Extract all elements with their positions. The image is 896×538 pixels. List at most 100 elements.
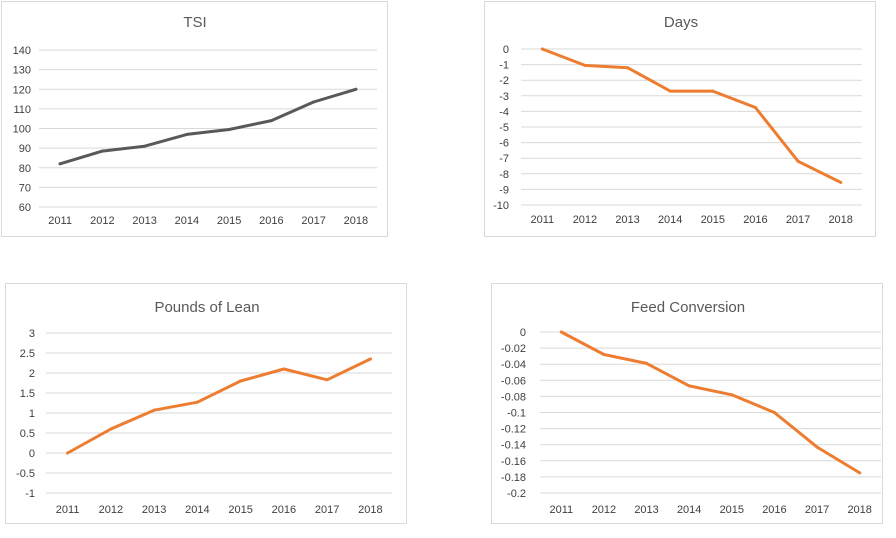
y-tick-label: 60 (19, 202, 31, 214)
x-tick-label: 2012 (592, 504, 616, 516)
y-tick-label: -1 (499, 60, 509, 72)
chart-panel-feed-conversion: Feed Conversion 0 -0.02 -0.04 -0.06 -0.08 -0.… (491, 283, 883, 524)
data-point (668, 89, 672, 93)
x-tick-label: 2014 (185, 504, 209, 516)
x-tick-label: 2016 (259, 215, 283, 227)
data-point (185, 132, 189, 136)
y-tick-label: -0.12 (501, 424, 526, 436)
y-tick-label: 0 (520, 327, 526, 339)
data-point (687, 384, 691, 388)
x-tick-label: 2016 (762, 504, 786, 516)
y-tick-label: 1.5 (20, 388, 35, 400)
x-tick-label: 2011 (530, 214, 554, 226)
data-point (815, 445, 819, 449)
x-tick-label: 2011 (56, 504, 80, 516)
data-point (58, 162, 62, 166)
y-tick-label: -5 (499, 122, 509, 134)
y-tick-label: -10 (493, 200, 509, 212)
y-tick-label: -0.04 (501, 359, 526, 371)
y-tick-label: -0.5 (16, 468, 35, 480)
data-point (540, 47, 544, 51)
data-point (282, 367, 286, 371)
series-line (66, 357, 372, 455)
y-tick-label: -0.08 (501, 391, 526, 403)
data-point (839, 180, 843, 184)
x-tick-label: 2013 (142, 504, 166, 516)
data-point (100, 149, 104, 153)
pounds-of-lean-chart-svg: Pounds of Lean 3 2.5 2 1.5 1 0.5 0 -0.5 -1 2011 20… (16, 299, 392, 516)
y-tick-label: 140 (13, 45, 31, 57)
y-tick-label: 2.5 (20, 348, 35, 360)
x-tick-label: 2011 (549, 504, 573, 516)
x-tick-label: 2014 (677, 504, 701, 516)
data-point (239, 379, 243, 383)
y-tick-label: 0.5 (20, 428, 35, 440)
x-tick-label: 2017 (315, 504, 339, 516)
x-tick-label: 2013 (615, 214, 639, 226)
x-tick-label: 2015 (720, 504, 744, 516)
y-tick-label: -8 (499, 169, 509, 181)
data-point (583, 63, 587, 67)
data-point (227, 128, 231, 131)
y-tick-label: -0.14 (501, 440, 526, 452)
y-tick-label: -0.16 (501, 456, 526, 468)
x-tick-label: 2017 (301, 215, 325, 227)
y-tick-label: 0 (29, 448, 35, 460)
data-point (858, 471, 862, 475)
x-tick-label: 2012 (90, 215, 114, 227)
y-tick-label: -9 (499, 184, 509, 196)
y-tick-label: 3 (29, 328, 35, 340)
feed-conversion-chart-svg: Feed Conversion 0 -0.02 -0.04 -0.06 -0.08 -0.… (501, 299, 881, 516)
tsi-chart-svg: TSI 60 70 80 90 100 110 120 130 140 2011 2012 2013 2… (13, 14, 377, 227)
data-point (645, 361, 649, 365)
data-point (368, 357, 372, 361)
data-point (66, 451, 70, 455)
x-tick-label: 2013 (132, 215, 156, 227)
data-point (559, 330, 563, 334)
chart-title: Days (664, 14, 698, 31)
y-tick-label: 0 (503, 44, 509, 56)
data-point (109, 427, 113, 431)
y-tick-label: -1 (25, 488, 35, 500)
data-point (354, 87, 358, 91)
data-point (626, 66, 630, 70)
chart-panel-tsi: TSI 60 70 80 90 100 110 120 130 140 2011 2012 2013 2… (1, 1, 388, 237)
data-point (325, 378, 329, 382)
x-tick-label: 2017 (786, 214, 810, 226)
y-tick-label: -2 (499, 75, 509, 87)
y-tick-label: -6 (499, 138, 509, 150)
data-point (730, 393, 734, 397)
data-point (711, 89, 715, 93)
y-tick-label: 120 (13, 84, 31, 96)
series-line (559, 330, 862, 475)
y-tick-label: -0.06 (501, 375, 526, 387)
data-point (195, 400, 199, 404)
series-line (58, 87, 358, 166)
y-tick-label: 110 (13, 104, 31, 116)
y-tick-label: 80 (19, 163, 31, 175)
x-tick-label: 2016 (743, 214, 767, 226)
y-tick-label: -4 (499, 106, 509, 118)
x-tick-label: 2015 (701, 214, 725, 226)
x-tick-label: 2013 (634, 504, 658, 516)
x-tick-label: 2018 (344, 215, 368, 227)
x-tick-label: 2018 (358, 504, 382, 516)
y-tick-label: -0.1 (507, 408, 526, 420)
chart-panel-days: Days 0 -1 -2 -3 -4 -5 -6 -7 -8 -9 -10 2011 2012 2013 2… (484, 1, 876, 237)
x-tick-label: 2012 (99, 504, 123, 516)
data-point (269, 119, 273, 123)
data-point (152, 408, 156, 412)
y-tick-label: -3 (499, 91, 509, 103)
x-tick-label: 2016 (272, 504, 296, 516)
y-tick-label: -0.2 (507, 488, 526, 500)
y-tick-label: -0.18 (501, 472, 526, 484)
data-point (312, 100, 316, 104)
data-point (602, 353, 606, 356)
y-tick-label: 2 (29, 368, 35, 380)
y-tick-label: -0.02 (501, 343, 526, 355)
series-line (540, 47, 843, 184)
chart-panel-pounds-of-lean: Pounds of Lean 3 2.5 2 1.5 1 0.5 0 -0.5 -1 2011 20… (5, 283, 407, 524)
chart-title: TSI (183, 14, 206, 31)
days-chart-svg: Days 0 -1 -2 -3 -4 -5 -6 -7 -8 -9 -10 2011 2012 2013 2… (493, 14, 862, 226)
y-tick-label: 100 (13, 124, 31, 136)
